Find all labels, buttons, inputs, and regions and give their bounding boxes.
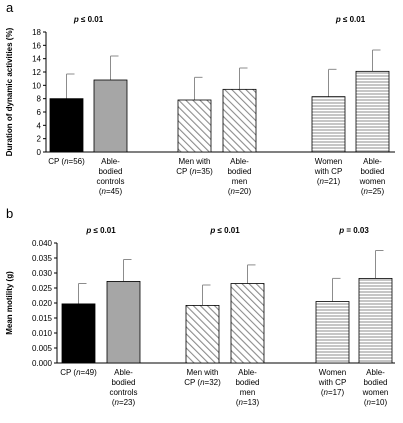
y-tick-label: 0.025 [32, 284, 53, 293]
category-label: Able- [230, 157, 249, 166]
category-label: bodied [98, 167, 122, 176]
bar [311, 96, 346, 153]
p-value-label: p ≤ 0.01 [335, 15, 366, 24]
category-label: with CP [314, 167, 343, 176]
category-label: (n=13) [236, 398, 260, 407]
p-value-label: p ≤ 0.01 [85, 226, 116, 235]
category-label: Able- [238, 368, 257, 377]
y-tick-label: 0.015 [32, 314, 53, 323]
category-label: bodied [235, 378, 259, 387]
p-value-label: p = 0.03 [338, 226, 369, 235]
y-tick-label: 10 [32, 81, 41, 90]
y-tick-label: 0 [37, 148, 42, 157]
category-label: Women [315, 157, 342, 166]
category-label: (n=17) [321, 388, 345, 397]
y-tick-label: 0.035 [32, 254, 53, 263]
y-tick-label: 0.000 [32, 359, 53, 368]
y-tick-label: 8 [37, 95, 42, 104]
y-tick-label: 0.030 [32, 269, 53, 278]
bar [358, 277, 393, 364]
category-label: CP (n=49) [60, 368, 97, 377]
y-tick-label: 0.005 [32, 344, 53, 353]
y-tick-label: 0.020 [32, 299, 53, 308]
chart-panel-a: a Duration of dynamic activities (%) 0 2 4 6 8… [5, 0, 395, 196]
y-tick-label: 12 [32, 68, 41, 77]
category-label: men [240, 388, 256, 397]
bar [315, 301, 350, 364]
category-label: bodied [360, 167, 384, 176]
bar [49, 98, 84, 153]
category-label: Able- [101, 157, 120, 166]
category-label: Women [319, 368, 346, 377]
y-axis-label: Duration of dynamic activities (%) [5, 27, 14, 156]
y-tick-label: 0.040 [32, 239, 53, 248]
y-axis-label: Mean motility (g) [5, 271, 14, 335]
category-label: CP (n=56) [48, 157, 85, 166]
y-tick-label: 0.010 [32, 329, 53, 338]
p-value-label: p ≤ 0.01 [209, 226, 240, 235]
category-label: bodied [227, 167, 251, 176]
category-label: with CP [318, 378, 347, 387]
category-label: controls [96, 177, 124, 186]
category-label: (n=21) [317, 177, 341, 186]
category-label: women [359, 177, 386, 186]
category-label: (n=20) [228, 187, 252, 196]
category-label: Able- [114, 368, 133, 377]
category-label: women [362, 388, 389, 397]
bar [93, 79, 128, 153]
category-label: (n=10) [364, 398, 388, 407]
panel-label: b [6, 206, 13, 221]
bar [230, 283, 265, 364]
y-tick-label: 18 [32, 28, 41, 37]
category-label: Men with [186, 368, 218, 377]
category-label: men [232, 177, 248, 186]
category-label: Able- [366, 368, 385, 377]
category-label: CP (n=32) [184, 378, 221, 387]
category-label: Men with [178, 157, 210, 166]
chart-panel-b: b Mean motility (g) 0.000 0.005 0.010 0.015 0.… [5, 206, 395, 407]
bar [185, 304, 220, 364]
category-label: (n=23) [112, 398, 136, 407]
category-label: controls [109, 388, 137, 397]
y-tick-label: 2 [37, 135, 42, 144]
bar [106, 280, 141, 364]
category-label: Able- [363, 157, 382, 166]
y-tick-label: 14 [32, 55, 41, 64]
y-tick-label: 6 [37, 108, 42, 117]
bar [222, 88, 257, 153]
category-label: bodied [111, 378, 135, 387]
panel-label: a [6, 0, 14, 15]
category-label: CP (n=35) [176, 167, 213, 176]
bar [177, 99, 212, 153]
bar [355, 70, 390, 153]
y-tick-label: 4 [37, 121, 42, 130]
category-label: (n=45) [99, 187, 123, 196]
category-label: (n=25) [361, 187, 385, 196]
category-label: bodied [363, 378, 387, 387]
p-value-label: p ≤ 0.01 [73, 15, 104, 24]
bar [61, 303, 96, 364]
y-tick-label: 16 [32, 41, 41, 50]
